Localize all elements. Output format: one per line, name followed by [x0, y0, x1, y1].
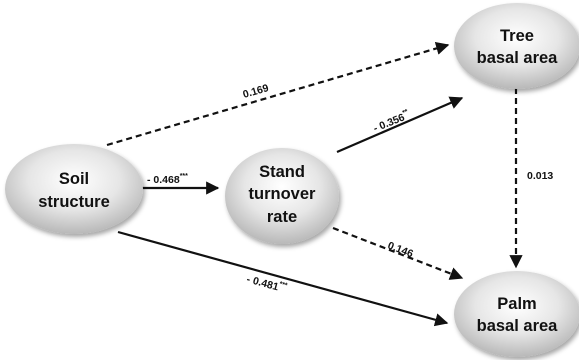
node-soil-structure: Soil structure — [5, 144, 143, 234]
edge-label-stand-tree: - 0.356** — [371, 108, 411, 134]
node-stand-turnover-rate: Stand turnover rate — [225, 148, 339, 244]
edge-soil-to-tree — [106, 42, 450, 147]
node-tree-basal-area: Tree basal area — [454, 3, 579, 89]
edge-label-stand-palm: 0.146 — [386, 240, 415, 261]
node-tree-line-2: basal area — [477, 49, 559, 67]
node-soil-line-2: structure — [38, 193, 110, 211]
node-soil-line-1: Soil — [59, 170, 89, 188]
node-tree-line-1: Tree — [500, 27, 534, 45]
node-stand-line-2: turnover — [249, 185, 317, 203]
edge-label-soil-palm: - 0.481*** — [245, 272, 288, 295]
node-palm-line-2: basal area — [477, 317, 559, 335]
edge-label-soil-stand: - 0.468*** — [147, 173, 188, 186]
node-palm-basal-area: Palm basal area — [454, 271, 579, 357]
node-stand-line-3: rate — [267, 208, 297, 226]
edge-label-tree-palm: 0.013 — [527, 170, 553, 182]
edge-stand-to-palm — [332, 226, 464, 280]
edge-stand-to-tree — [336, 96, 464, 154]
node-stand-line-1: Stand — [259, 163, 305, 181]
node-palm-line-1: Palm — [497, 295, 536, 313]
edge-soil-to-palm — [117, 230, 449, 327]
